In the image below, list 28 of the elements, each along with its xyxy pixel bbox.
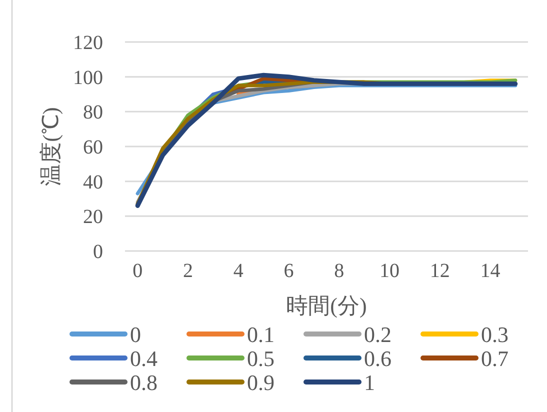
y-tick-label: 100 [73, 66, 103, 89]
x-tick-label: 4 [233, 260, 244, 282]
legend-label: 0.7 [481, 346, 508, 371]
legend-label: 0.6 [364, 346, 392, 371]
y-tick-label: 0 [93, 241, 103, 263]
x-tick-label: 0 [132, 260, 143, 282]
legend-label: 0.1 [247, 322, 274, 347]
y-tick-label: 120 [73, 32, 103, 54]
legend-label: 0.5 [247, 346, 274, 371]
x-tick-label: 6 [284, 260, 294, 282]
legend-label: 0.3 [481, 322, 508, 347]
legend-label: 1 [364, 370, 375, 395]
legend-label: 0.9 [247, 370, 274, 395]
legend-label: 0.4 [130, 346, 158, 371]
y-tick-label: 80 [83, 102, 103, 124]
x-tick-label: 2 [182, 260, 193, 282]
legend-label: 0 [130, 322, 141, 347]
x-axis-title: 時間(分) [286, 293, 367, 318]
legend-label: 0.2 [364, 322, 392, 347]
y-tick-label: 40 [83, 171, 103, 194]
x-tick-label: 10 [379, 260, 400, 282]
x-tick-label: 14 [480, 260, 500, 282]
y-tick-label: 20 [83, 206, 103, 228]
legend-label: 0.8 [130, 370, 158, 395]
x-tick-label: 8 [334, 260, 344, 282]
y-tick-label: 60 [83, 136, 103, 158]
x-tick-label: 12 [430, 260, 450, 282]
y-axis-title: 温度(℃) [38, 107, 63, 186]
